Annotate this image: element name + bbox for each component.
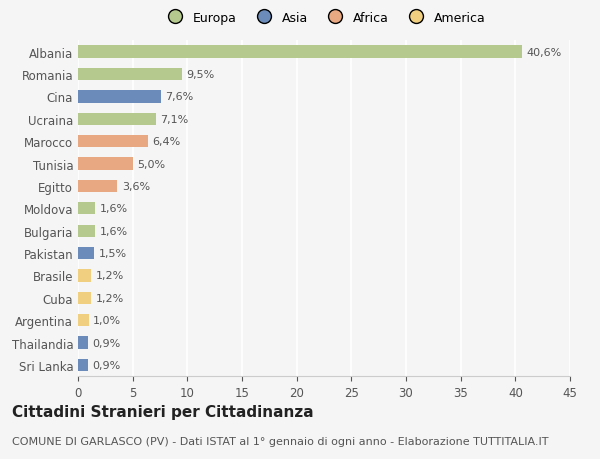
Bar [78,337,88,349]
Bar [78,46,522,59]
Bar [78,225,95,237]
Text: 5,0%: 5,0% [137,159,165,169]
Bar [78,180,118,193]
Bar [78,359,88,371]
Text: 1,6%: 1,6% [100,204,128,214]
Text: 3,6%: 3,6% [122,181,150,191]
Text: 7,1%: 7,1% [160,114,188,124]
Bar [78,158,133,170]
Bar [78,203,95,215]
Text: 0,9%: 0,9% [92,360,121,370]
Bar [78,91,161,103]
Text: 1,2%: 1,2% [95,293,124,303]
Text: 0,9%: 0,9% [92,338,121,348]
Text: 9,5%: 9,5% [186,70,214,80]
Text: 1,6%: 1,6% [100,226,128,236]
Text: COMUNE DI GARLASCO (PV) - Dati ISTAT al 1° gennaio di ogni anno - Elaborazione T: COMUNE DI GARLASCO (PV) - Dati ISTAT al … [12,436,548,446]
Text: 1,0%: 1,0% [94,315,121,325]
Text: 1,5%: 1,5% [99,248,127,258]
Bar [78,270,91,282]
Bar [78,247,94,260]
Text: 1,2%: 1,2% [95,271,124,281]
Bar [78,136,148,148]
Legend: Europa, Asia, Africa, America: Europa, Asia, Africa, America [159,8,489,28]
Bar [78,113,155,126]
Text: Cittadini Stranieri per Cittadinanza: Cittadini Stranieri per Cittadinanza [12,404,314,419]
Text: 40,6%: 40,6% [526,47,562,57]
Bar [78,69,182,81]
Text: 7,6%: 7,6% [166,92,194,102]
Bar [78,292,91,304]
Bar [78,314,89,327]
Text: 6,4%: 6,4% [152,137,181,147]
